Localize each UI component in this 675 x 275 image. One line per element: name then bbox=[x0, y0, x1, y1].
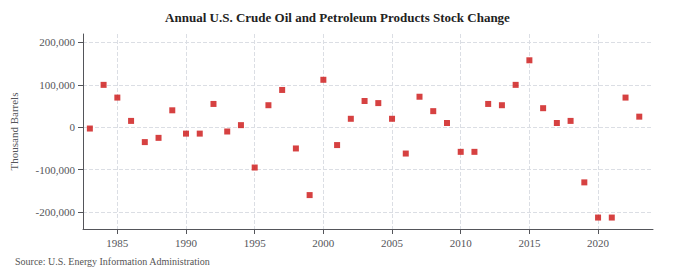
svg-text:1995: 1995 bbox=[244, 237, 267, 249]
svg-text:200,000: 200,000 bbox=[39, 36, 75, 48]
svg-text:100,000: 100,000 bbox=[39, 79, 75, 91]
svg-text:2005: 2005 bbox=[381, 237, 404, 249]
svg-text:-100,000: -100,000 bbox=[36, 164, 76, 176]
svg-text:1985: 1985 bbox=[106, 237, 129, 249]
svg-text:2000: 2000 bbox=[312, 237, 335, 249]
svg-text:Annual U.S. Crude Oil and Petr: Annual U.S. Crude Oil and Petroleum Prod… bbox=[165, 10, 510, 25]
svg-text:2020: 2020 bbox=[587, 237, 610, 249]
svg-text:2015: 2015 bbox=[518, 237, 541, 249]
svg-text:1990: 1990 bbox=[175, 237, 198, 249]
svg-text:0: 0 bbox=[70, 121, 76, 133]
svg-text:Thousand Barrels: Thousand Barrels bbox=[8, 93, 20, 171]
svg-text:2010: 2010 bbox=[450, 237, 473, 249]
svg-text:-200,000: -200,000 bbox=[36, 206, 76, 218]
svg-text:Source: U.S. Energy Informatio: Source: U.S. Energy Information Administ… bbox=[15, 256, 210, 267]
